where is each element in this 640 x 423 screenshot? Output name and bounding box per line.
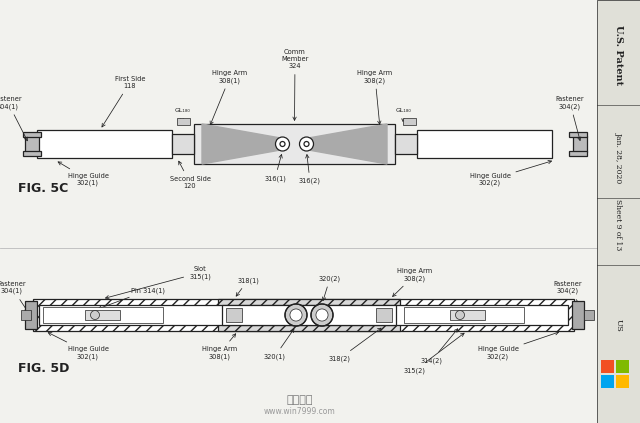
Bar — [37, 130, 172, 158]
Circle shape — [285, 304, 307, 326]
Text: Fastener
304(2): Fastener 304(2) — [556, 96, 584, 140]
Bar — [572, 301, 584, 329]
Text: Hinge Arm
308(2): Hinge Arm 308(2) — [392, 268, 433, 297]
Bar — [226, 308, 242, 322]
Text: FIG. 5D: FIG. 5D — [18, 362, 69, 375]
Text: Hinge Guide
302(2): Hinge Guide 302(2) — [477, 332, 559, 360]
Bar — [33, 299, 574, 331]
Text: Hinge Guide
302(2): Hinge Guide 302(2) — [470, 160, 552, 187]
Text: Hinge Guide
302(1): Hinge Guide 302(1) — [48, 332, 109, 360]
Text: Fastener
304(1): Fastener 304(1) — [0, 281, 28, 312]
Circle shape — [90, 310, 99, 319]
Circle shape — [280, 142, 285, 146]
Text: U.S. Patent: U.S. Patent — [614, 25, 623, 85]
Bar — [25, 136, 39, 152]
Bar — [573, 136, 587, 152]
Text: US: US — [614, 319, 623, 332]
Bar — [450, 310, 485, 320]
Bar — [43, 307, 163, 323]
Circle shape — [456, 310, 465, 319]
Bar — [23, 151, 41, 156]
Text: Second Side
120: Second Side 120 — [170, 161, 211, 189]
Circle shape — [275, 137, 289, 151]
Bar — [569, 132, 587, 137]
Bar — [403, 118, 416, 125]
Bar — [177, 118, 190, 125]
Bar — [569, 151, 587, 156]
Text: 314(2): 314(2) — [421, 329, 458, 363]
Text: Sheet 9 of 13: Sheet 9 of 13 — [614, 199, 623, 251]
Bar — [395, 134, 417, 154]
Circle shape — [290, 309, 302, 321]
Text: 318(2): 318(2) — [329, 328, 381, 362]
Polygon shape — [308, 124, 387, 164]
Bar — [404, 307, 524, 323]
Bar — [601, 375, 614, 388]
Bar — [376, 308, 392, 322]
Text: Pin 314(1): Pin 314(1) — [99, 287, 165, 309]
Text: Hinge Arm
308(2): Hinge Arm 308(2) — [357, 70, 392, 124]
Circle shape — [316, 309, 328, 321]
Text: GL₁₈₀: GL₁₈₀ — [175, 108, 191, 113]
Polygon shape — [202, 124, 280, 164]
Text: 316(1): 316(1) — [264, 154, 286, 181]
Text: 316(2): 316(2) — [299, 155, 321, 184]
Text: Hinge Arm
308(1): Hinge Arm 308(1) — [202, 334, 237, 360]
Bar — [172, 134, 194, 154]
Text: www.win7999.com: www.win7999.com — [264, 407, 336, 417]
Bar — [222, 305, 396, 325]
Bar — [23, 132, 41, 137]
Text: 320(1): 320(1) — [264, 329, 294, 360]
Bar — [601, 360, 614, 373]
Text: First Side
118: First Side 118 — [102, 76, 145, 127]
Circle shape — [311, 304, 333, 326]
Text: 315(2): 315(2) — [404, 333, 464, 374]
Text: GL₁₈₀: GL₁₈₀ — [396, 108, 412, 113]
Text: Fastener
304(1): Fastener 304(1) — [0, 96, 28, 141]
Circle shape — [304, 142, 309, 146]
Bar — [25, 301, 37, 329]
Text: Fastener
304(2): Fastener 304(2) — [554, 281, 585, 312]
Bar — [218, 299, 400, 331]
Text: Comm
Member
324: Comm Member 324 — [282, 49, 308, 121]
Bar — [21, 310, 31, 320]
Text: FIG. 5C: FIG. 5C — [18, 182, 68, 195]
Bar — [584, 310, 594, 320]
Bar — [39, 305, 568, 325]
Text: 318(1): 318(1) — [236, 277, 259, 296]
Circle shape — [300, 137, 314, 151]
Bar — [417, 130, 552, 158]
Text: 系统米分: 系统米分 — [287, 395, 313, 405]
Text: 320(2): 320(2) — [319, 275, 341, 300]
Bar — [194, 124, 395, 164]
Bar — [616, 360, 629, 373]
Bar — [597, 0, 640, 423]
Text: Hinge Guide
302(1): Hinge Guide 302(1) — [58, 162, 109, 187]
Text: Jan. 28, 2020: Jan. 28, 2020 — [614, 132, 623, 184]
Text: Slot
315(1): Slot 315(1) — [106, 266, 211, 299]
Bar — [616, 375, 629, 388]
Text: Hinge Arm
308(1): Hinge Arm 308(1) — [210, 70, 248, 125]
Bar — [85, 310, 120, 320]
